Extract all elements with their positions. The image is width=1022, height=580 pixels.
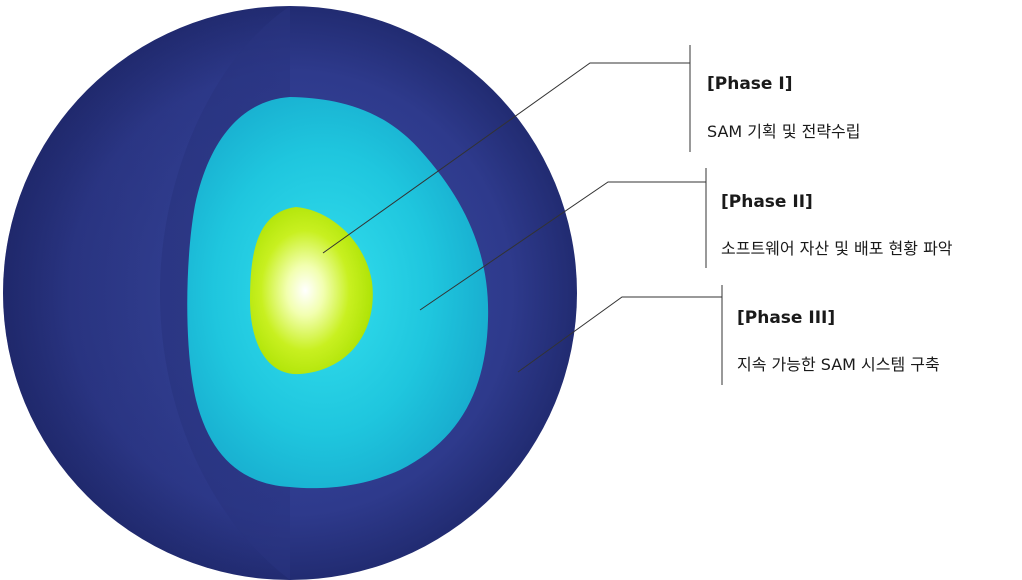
phase-3-leader-line xyxy=(517,296,722,373)
phase-2-description: 소프트웨어 자산 및 배포 현황 파악 xyxy=(721,239,953,258)
phase-1-description: SAM 기획 및 전략수립 xyxy=(707,122,861,141)
phase-3-title: [Phase III] xyxy=(737,308,836,328)
phase-1-title: [Phase I] xyxy=(707,74,793,94)
phase-2-leader-line xyxy=(419,181,706,311)
phase-2-title: [Phase II] xyxy=(721,192,813,212)
phase-1-leader-line xyxy=(322,62,690,254)
phase-3-description: 지속 가능한 SAM 시스템 구축 xyxy=(737,355,940,374)
core-layer xyxy=(250,207,373,375)
